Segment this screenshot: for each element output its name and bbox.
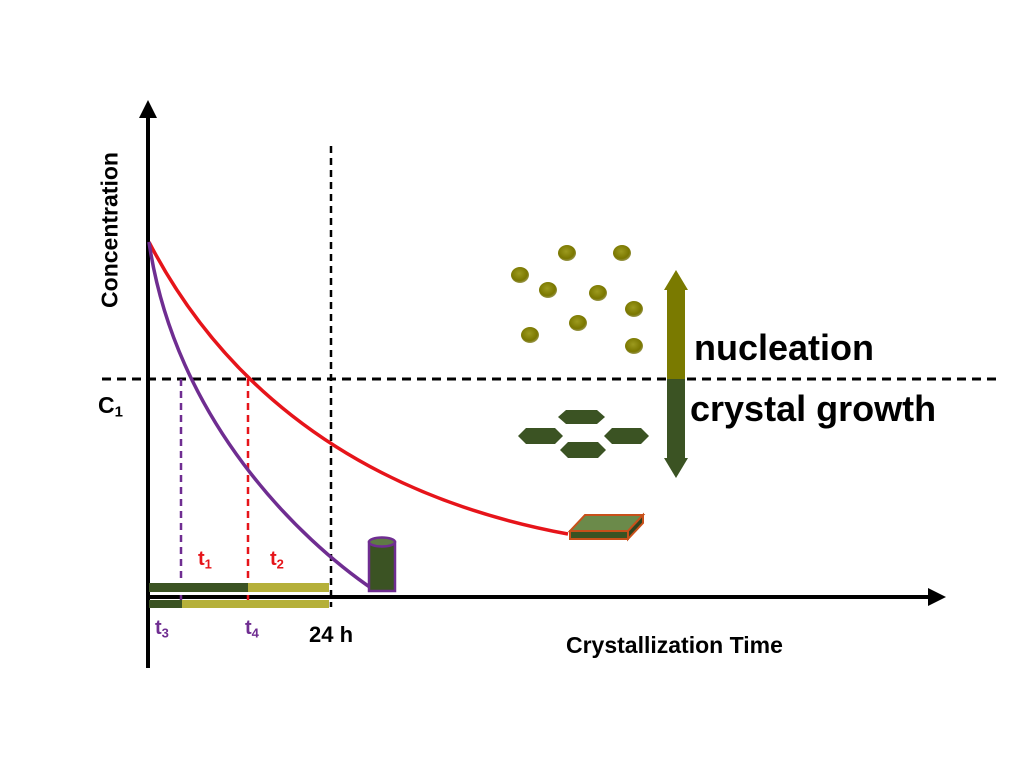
crystal-growth-label: crystal growth: [690, 388, 937, 429]
nuclei-dots-icon: [511, 245, 643, 354]
t4-label: t4: [245, 617, 259, 641]
x-axis-label: Crystallization Time: [566, 632, 783, 658]
nucleation-label: nucleation: [694, 327, 875, 368]
timeline-bars: [149, 583, 329, 608]
rod-crystal-icon: [367, 536, 397, 593]
x-axis: [148, 588, 946, 606]
y-axis: [139, 100, 157, 668]
nucleation-growth-arrow-icon: [664, 270, 688, 478]
t2-label: t2: [270, 548, 284, 572]
purple-concentration-curve: [147, 241, 375, 592]
24h-label: 24 h: [309, 622, 354, 647]
t1-label: t1: [198, 548, 212, 572]
red-concentration-curve: [147, 241, 569, 536]
plate-crystal-icon: [567, 512, 646, 542]
t3-label: t3: [155, 617, 169, 641]
y-axis-label: Concentration: [96, 152, 123, 308]
c1-label: C1: [98, 392, 123, 421]
crystal-hexagons-icon: [518, 410, 649, 458]
